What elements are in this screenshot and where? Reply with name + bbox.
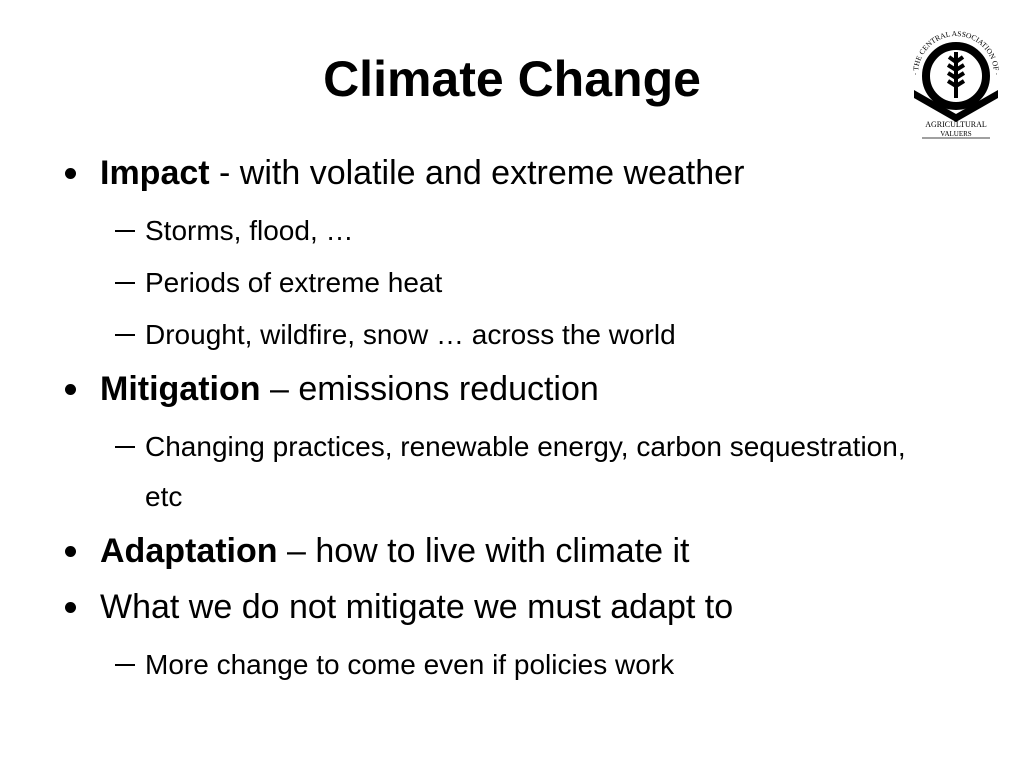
bullet: Adaptation – how to live with climate it	[65, 530, 940, 572]
logo: · THE CENTRAL ASSOCIATION OF · AGRICULTU…	[911, 29, 1001, 139]
bullet-dot	[65, 602, 76, 613]
bullet-dot	[65, 168, 76, 179]
sub-item: Periods of extreme heat	[115, 258, 930, 308]
bullet-dot	[65, 384, 76, 395]
bullet-bold: Impact	[100, 154, 210, 192]
sub-dash	[115, 446, 135, 448]
sub-text: Storms, flood, …	[145, 215, 354, 246]
bullet-dot	[65, 546, 76, 557]
bullet-list: Impact - with volatile and extreme weath…	[0, 152, 1024, 698]
sub-text: Periods of extreme heat	[145, 267, 443, 298]
bullet-text: – emissions reduction	[260, 370, 599, 408]
slide-title: Climate Change	[323, 51, 701, 107]
logo-wheat	[946, 52, 966, 98]
logo-ring	[922, 42, 990, 110]
bullet-text: - with volatile and extreme weather	[209, 154, 745, 192]
bullet: Impact - with volatile and extreme weath…	[65, 152, 940, 194]
sub-dash	[115, 282, 135, 284]
sub-text: Changing practices, renewable energy, ca…	[145, 431, 906, 512]
logo-chevron	[914, 90, 998, 122]
bullet-bold: Adaptation	[100, 532, 278, 570]
logo-line2: VALUERS	[940, 130, 971, 138]
sub-item: Changing practices, renewable energy, ca…	[115, 422, 930, 522]
logo-line1: AGRICULTURAL	[925, 120, 987, 129]
sub-list: Changing practices, renewable energy, ca…	[0, 422, 1024, 522]
sub-item: More change to come even if policies wor…	[115, 640, 930, 690]
sub-dash	[115, 664, 135, 666]
sub-list: Storms, flood, … Periods of extreme heat D…	[0, 206, 1024, 360]
sub-dash	[115, 334, 135, 336]
bullet: Mitigation – emissions reduction	[65, 368, 940, 410]
bullet: What we do not mitigate we must adapt to	[65, 586, 940, 628]
sub-text: Drought, wildfire, snow … across the wor…	[145, 319, 676, 350]
sub-item: Storms, flood, …	[115, 206, 930, 256]
bullet-bold: Mitigation	[100, 370, 261, 408]
sub-item: Drought, wildfire, snow … across the wor…	[115, 310, 930, 360]
sub-dash	[115, 230, 135, 232]
sub-list: More change to come even if policies wor…	[0, 640, 1024, 690]
sub-text: More change to come even if policies wor…	[145, 649, 675, 680]
bullet-text: What we do not mitigate we must adapt to	[100, 588, 734, 626]
bullet-text: – how to live with climate it	[277, 532, 690, 570]
